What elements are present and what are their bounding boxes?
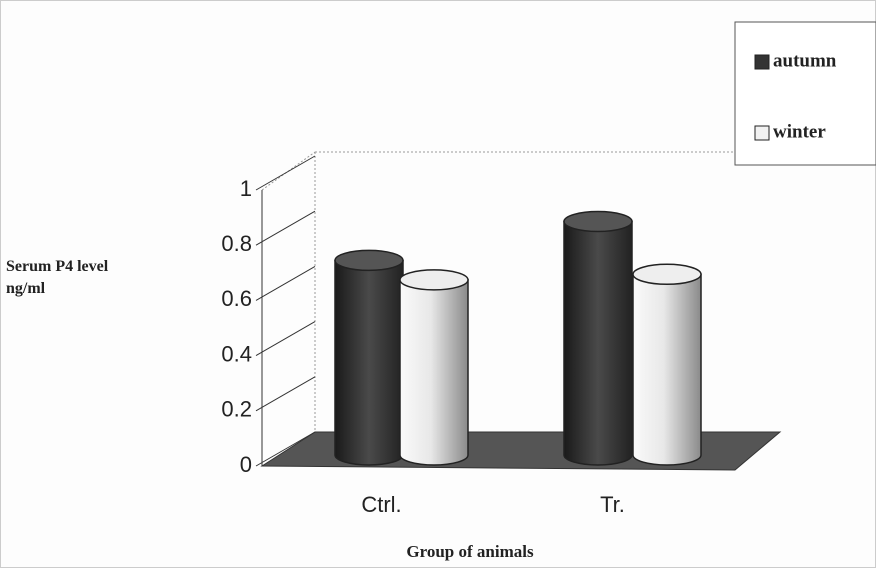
tick-line <box>255 321 316 357</box>
y-tick-label: 1 <box>240 176 252 201</box>
cylinder-top <box>334 249 404 272</box>
cylinder-body <box>563 220 633 466</box>
cylinder <box>399 269 469 466</box>
tick-line <box>255 376 316 412</box>
cylinder-body <box>632 273 702 466</box>
tick-line <box>255 265 316 301</box>
x-tick-label: Ctrl. <box>361 492 401 517</box>
tick-line <box>255 155 316 191</box>
x-tick-label: Tr. <box>600 492 625 517</box>
legend-label: winter <box>773 121 826 142</box>
y-tick-label: 0.2 <box>221 397 252 422</box>
legend <box>734 21 876 166</box>
y-tick-label: 0.6 <box>221 286 252 311</box>
y-axis-title: Serum P4 level ng/ml <box>6 258 109 297</box>
legend-label: autumn <box>773 50 837 71</box>
y-tick-label: 0 <box>240 452 252 477</box>
cylinder-top <box>563 210 633 233</box>
cylinder-body <box>399 279 469 466</box>
y-tick-label: 0.4 <box>221 341 252 366</box>
x-axis-title: Group of animals <box>406 542 534 561</box>
legend-swatch <box>754 54 770 70</box>
cylinder-top <box>632 263 702 286</box>
cylinder <box>334 249 404 466</box>
cylinder-body <box>334 259 404 466</box>
legend-swatch <box>754 125 770 141</box>
cylinder <box>632 263 702 466</box>
cylinder-top <box>399 269 469 291</box>
tick-line <box>255 210 316 246</box>
y-tick-label: 0.8 <box>221 231 252 256</box>
cylinder <box>563 210 633 466</box>
tick-line <box>255 431 316 467</box>
